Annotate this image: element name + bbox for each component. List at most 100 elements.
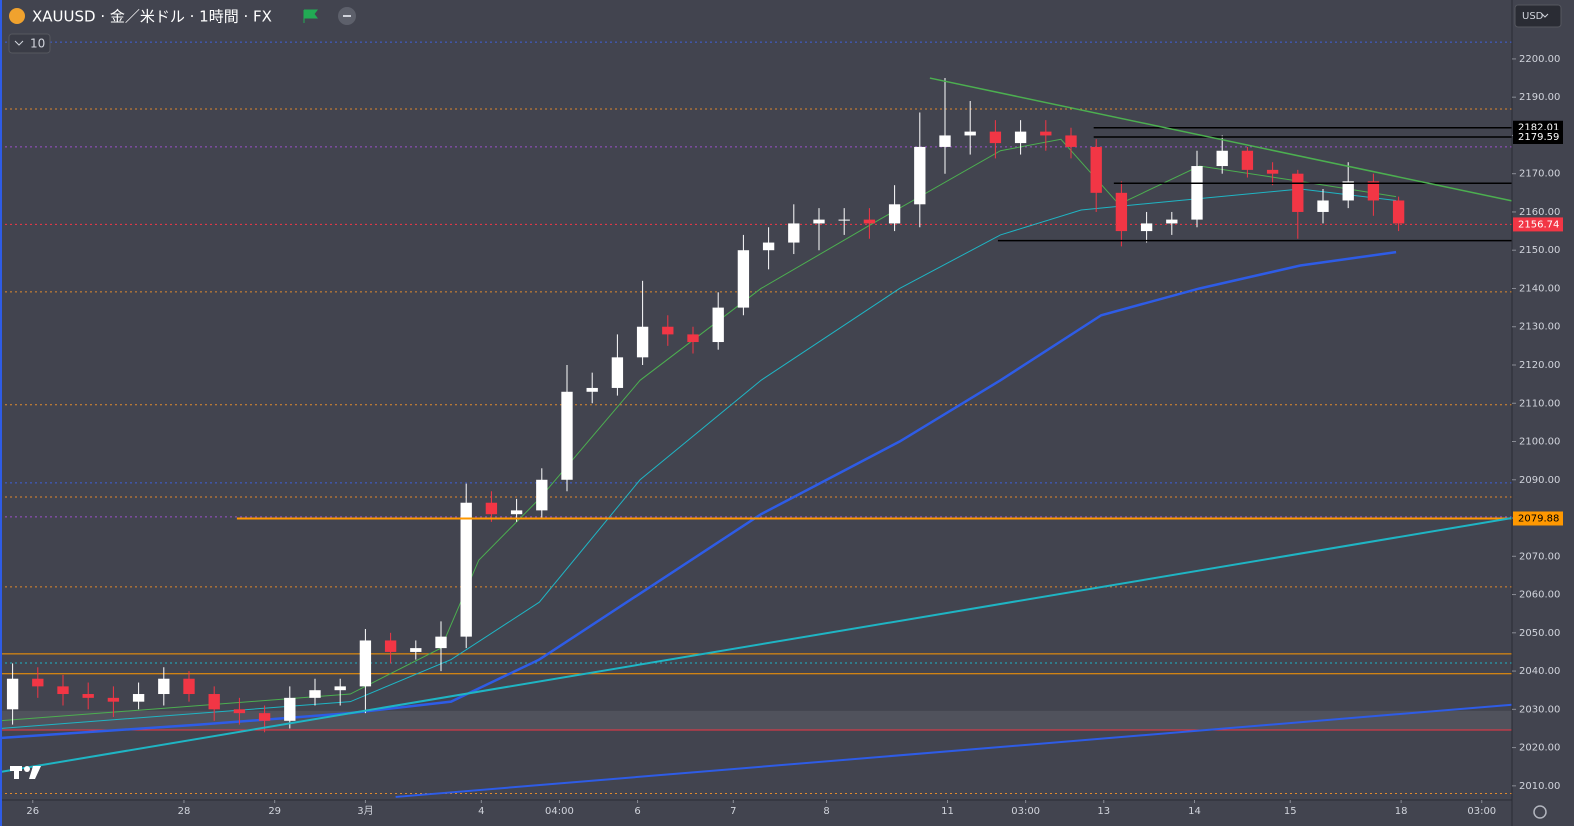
- candle-body: [208, 694, 220, 710]
- x-tick-label: 13: [1097, 806, 1110, 817]
- candle-body: [586, 387, 598, 392]
- candle-body: [536, 479, 548, 511]
- y-tick-label: 2140.00: [1519, 283, 1560, 294]
- price-label-bg: [1513, 130, 1563, 145]
- candle-body: [1115, 192, 1128, 232]
- y-tick-label: 2120.00: [1519, 360, 1560, 371]
- candle-body: [158, 678, 170, 695]
- x-tick-label: 6: [634, 806, 640, 817]
- candle-body: [284, 697, 296, 721]
- candle-body: [1292, 173, 1304, 212]
- candle-body: [561, 391, 573, 480]
- candle-body: [410, 648, 422, 652]
- chevron: [1541, 13, 1549, 18]
- y-tick-label: 2040.00: [1519, 666, 1560, 677]
- candle-body: [1216, 150, 1228, 167]
- y-tick-label: 2070.00: [1519, 551, 1560, 562]
- candle-body: [788, 223, 800, 243]
- x-tick-label: 29: [268, 806, 281, 817]
- candle-body: [1090, 146, 1102, 193]
- candle-body: [636, 326, 649, 358]
- candle-body: [510, 510, 523, 515]
- x-tick-label: 11: [941, 806, 954, 817]
- candle-body: [914, 146, 926, 205]
- candle-body: [939, 135, 951, 147]
- x-tick-label: 03:00: [1011, 806, 1040, 817]
- candle-body: [485, 502, 498, 515]
- candle-body: [132, 694, 145, 702]
- candle-body: [258, 713, 271, 721]
- candle-body: [737, 250, 750, 308]
- indicator-count: 10: [30, 37, 45, 51]
- x-tick-label: 18: [1395, 806, 1408, 817]
- x-tick-label: 4: [478, 806, 484, 817]
- candle-body: [888, 204, 901, 224]
- y-tick-label: 2060.00: [1519, 590, 1560, 601]
- price-label: 2079.88: [1518, 513, 1559, 524]
- price-label-bg: [1513, 217, 1563, 232]
- candle-body: [1367, 181, 1380, 201]
- price-label-bg: [1513, 511, 1563, 526]
- candle-body: [1040, 131, 1052, 136]
- plot-area: [0, 41, 1513, 798]
- candle-body: [1266, 169, 1279, 174]
- candle-body: [460, 502, 472, 637]
- y-tick-label: 2160.00: [1519, 207, 1560, 218]
- flag-icon[interactable]: [303, 9, 318, 23]
- x-tick-label: 04:00: [545, 806, 574, 817]
- candle-body: [989, 131, 1002, 144]
- x-tick-label: 8: [823, 806, 829, 817]
- x-tick-label: 03:00: [1467, 806, 1496, 817]
- symbol-icon: [9, 8, 25, 24]
- candle-body: [233, 709, 246, 714]
- x-tick-label: 14: [1188, 806, 1201, 817]
- price-label: 2179.59: [1518, 132, 1559, 143]
- candle-body: [1014, 131, 1027, 144]
- y-tick-label: 2150.00: [1519, 245, 1560, 256]
- y-tick-label: 2170.00: [1519, 169, 1560, 180]
- candle-body: [964, 131, 976, 136]
- symbol-title: XAUUSD · 金／米ドル · 1時間 · FX: [32, 8, 272, 26]
- candle-body: [1065, 135, 1077, 147]
- candle-body: [662, 326, 674, 335]
- y-tick-label: 2190.00: [1519, 92, 1560, 103]
- candle-body: [813, 219, 825, 224]
- zone: [0, 710, 1512, 730]
- y-tick-label: 2030.00: [1519, 704, 1560, 715]
- indicator-toggle[interactable]: [8, 33, 51, 54]
- candle-body: [107, 697, 120, 702]
- y-tick-label: 2130.00: [1519, 322, 1560, 333]
- y-tick-label: 2110.00: [1519, 398, 1560, 409]
- x-tick-label: 26: [26, 806, 39, 817]
- price-label: 2156.74: [1518, 219, 1559, 230]
- candle-body: [838, 219, 850, 221]
- candle-body: [334, 686, 346, 691]
- candle-body: [1140, 223, 1153, 232]
- moving-average: [0, 250, 1397, 740]
- candle-body: [762, 242, 775, 251]
- y-tick-label: 2100.00: [1519, 437, 1560, 448]
- x-tick-label: 15: [1284, 806, 1297, 817]
- candle-body: [57, 686, 69, 695]
- settings-button[interactable]: [1533, 805, 1547, 819]
- candle-body: [712, 307, 724, 343]
- y-tick-label: 2050.00: [1519, 628, 1560, 639]
- y-tick-label: 2090.00: [1519, 475, 1560, 486]
- candle-body: [183, 678, 195, 695]
- y-tick-label: 2020.00: [1519, 743, 1560, 754]
- chevron: [14, 40, 24, 46]
- candle-body: [359, 640, 372, 687]
- y-tick-label: 2010.00: [1519, 781, 1560, 792]
- candle-body: [1191, 166, 1203, 220]
- candle-body: [384, 640, 397, 652]
- candle-body: [1317, 200, 1329, 212]
- drawing-line: [0, 517, 1513, 774]
- candle-body: [863, 219, 876, 224]
- x-tick-label: 28: [178, 806, 191, 817]
- currency-button[interactable]: [1514, 4, 1562, 28]
- moving-average: [0, 138, 1397, 722]
- drawing-line: [929, 77, 1513, 202]
- candle-body: [82, 694, 94, 698]
